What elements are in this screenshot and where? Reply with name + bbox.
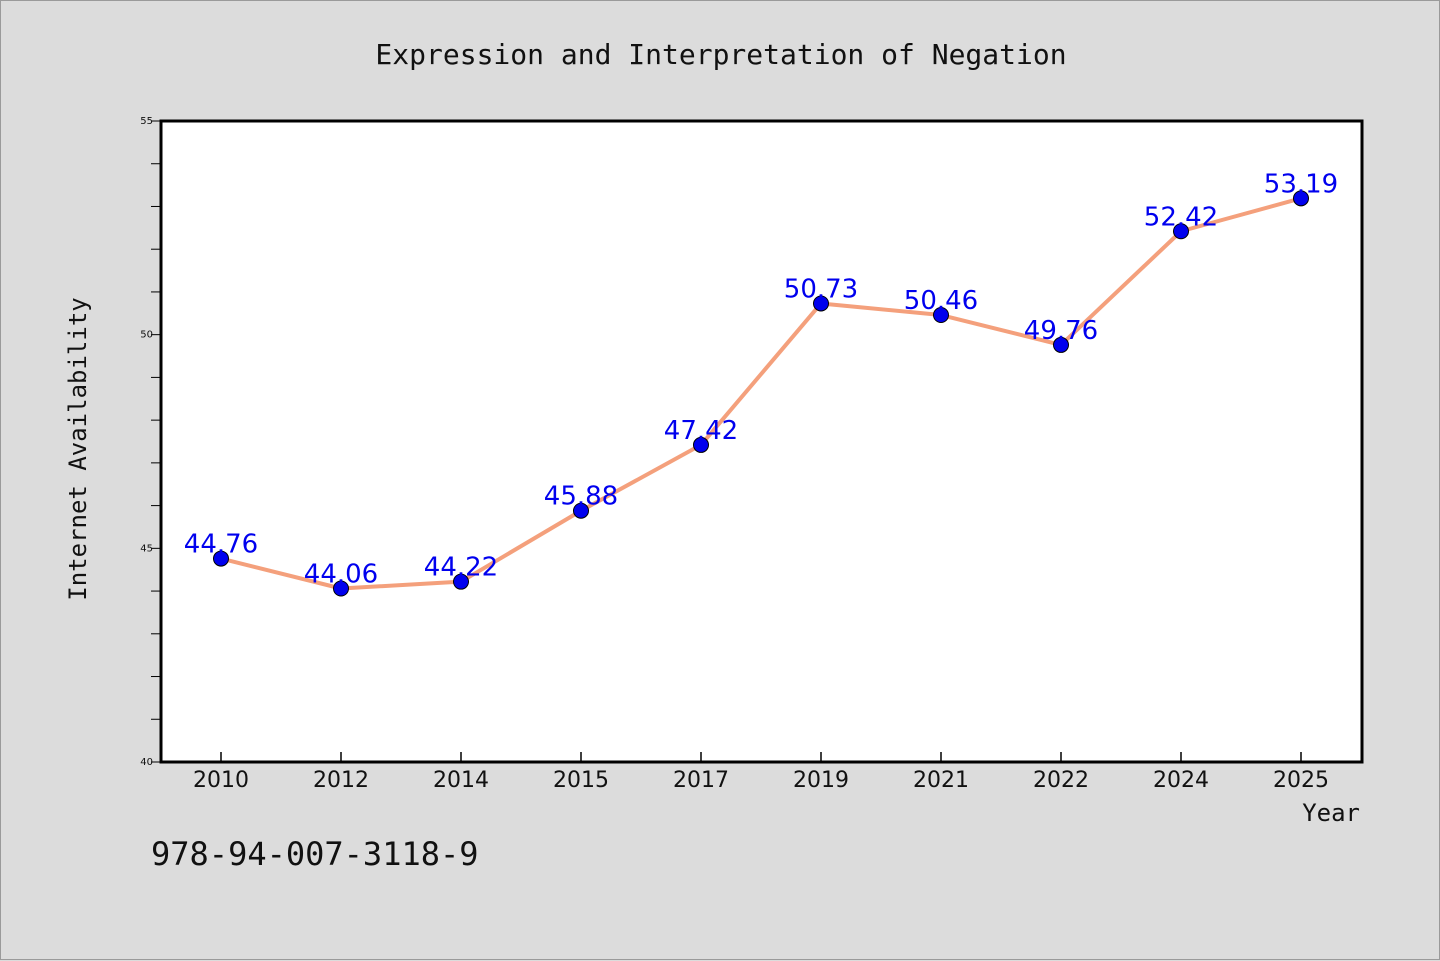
data-markers (213, 190, 1309, 597)
x-tick-label: 2019 (793, 768, 849, 793)
data-label: 44.76 (184, 530, 258, 560)
x-tick-label: 2015 (553, 768, 609, 793)
y-tick-label: 45 (140, 543, 153, 554)
data-label: 45.88 (544, 482, 618, 512)
y-tick-label: 40 (140, 757, 153, 768)
data-label: 47.42 (664, 416, 738, 446)
data-label: 52.42 (1144, 202, 1218, 232)
isbn-text: 978-94-007-3118-9 (151, 835, 479, 873)
chart-title: Expression and Interpretation of Negatio… (375, 38, 1066, 71)
data-label: 50.46 (904, 286, 978, 316)
data-point (933, 307, 949, 324)
x-axis: 2010 2012 2014 2015 2017 2019 2021 2022 2024 2025 (193, 752, 1329, 793)
data-point (453, 573, 469, 590)
x-tick-label: 2021 (913, 768, 969, 793)
data-point (213, 550, 229, 567)
data-point (333, 580, 349, 597)
y-axis: 40 45 50 55 (140, 116, 161, 768)
x-tick-label: 2025 (1273, 768, 1329, 793)
y-tick-label: 55 (140, 116, 153, 127)
data-point (693, 436, 709, 453)
x-tick-label: 2010 (193, 768, 249, 793)
data-label: 53.19 (1264, 169, 1338, 199)
y-tick-label: 50 (140, 330, 153, 341)
data-label: 49.76 (1024, 316, 1098, 346)
plot-area (159, 119, 1364, 764)
data-label: 50.73 (784, 274, 858, 304)
x-tick-label: 2014 (433, 768, 489, 793)
x-tick-label: 2017 (673, 768, 729, 793)
y-axis-label: Internet Availability (64, 297, 92, 600)
data-label: 44.22 (424, 553, 498, 583)
x-axis-label: Year (1302, 799, 1360, 827)
data-point (813, 295, 829, 312)
data-point (1173, 223, 1189, 240)
data-point (1293, 190, 1309, 207)
data-point (573, 502, 589, 519)
x-tick-label: 2012 (313, 768, 369, 793)
data-point (1053, 336, 1069, 353)
series-line (220, 196, 1302, 591)
x-tick-label: 2024 (1153, 768, 1209, 793)
data-label: 44.06 (304, 560, 378, 590)
data-labels: 44.76 44.06 44.22 45.88 47.42 50.73 50.46 49.76… (184, 169, 1338, 589)
x-tick-label: 2022 (1033, 768, 1089, 793)
